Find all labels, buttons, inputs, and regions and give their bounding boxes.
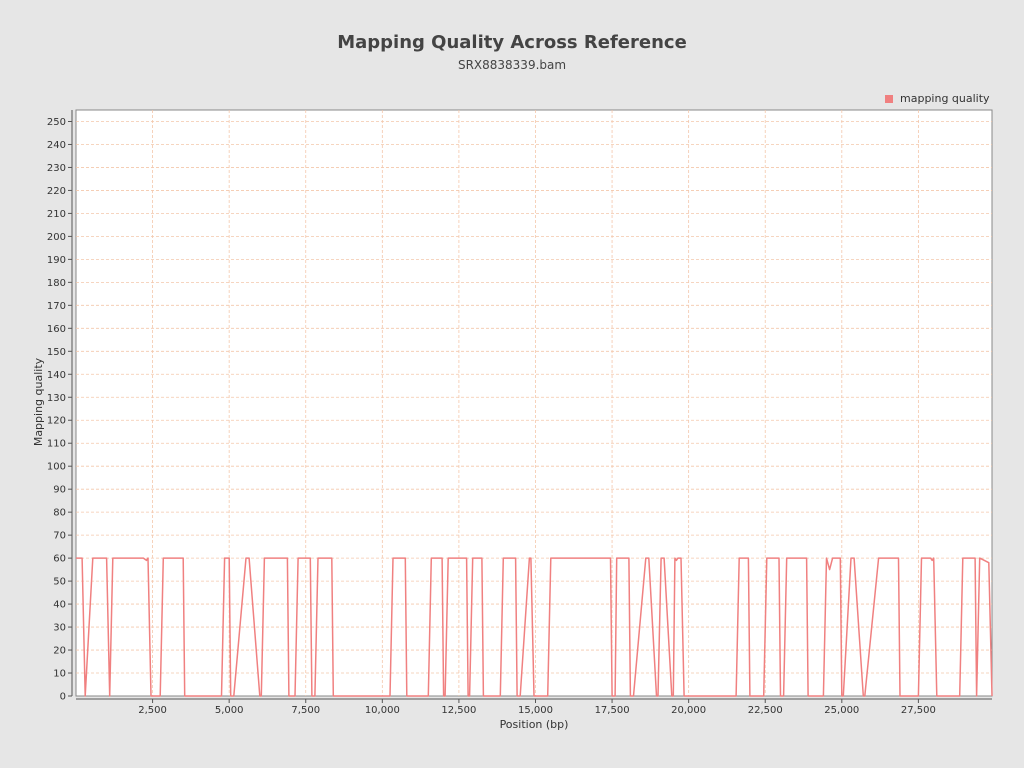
y-tick-label: 230 (47, 163, 66, 174)
series-layer (76, 557, 993, 697)
mapping-quality-series-line (76, 557, 993, 697)
legend-swatch (885, 95, 893, 103)
y-tick-label: 220 (47, 186, 66, 197)
y-tick-label: 250 (47, 117, 66, 128)
y-tick-label: 170 (47, 301, 66, 312)
y-tick-label: 140 (47, 370, 66, 381)
y-tick-label: 60 (53, 554, 66, 565)
x-tick-label: 5,000 (215, 705, 244, 716)
y-tick-label: 180 (47, 278, 66, 289)
y-tick-label: 190 (47, 255, 66, 266)
y-tick-label: 160 (47, 324, 66, 335)
y-tick-label: 120 (47, 416, 66, 427)
plot-area (75, 109, 993, 697)
x-tick-label: 12,500 (441, 705, 476, 716)
x-tick-label: 25,000 (824, 705, 859, 716)
x-tick-label: 15,000 (518, 705, 553, 716)
y-tick-label: 70 (53, 531, 66, 542)
legend-label: mapping quality (900, 92, 990, 105)
grid-lines (76, 110, 992, 696)
x-tick-label: 27,500 (901, 705, 936, 716)
x-tick-label: 20,000 (671, 705, 706, 716)
x-axis-ticks: 2,500 5,000 7,500 10,000 12,500 15,000 17,500 2… (138, 699, 936, 716)
x-tick-label: 22,500 (748, 705, 783, 716)
chart-title: Mapping Quality Across Reference (337, 32, 687, 53)
y-tick-label: 150 (47, 347, 66, 358)
legend: mapping quality (885, 92, 990, 105)
x-tick-label: 10,000 (365, 705, 400, 716)
y-tick-label: 0 (60, 692, 66, 703)
x-tick-label: 2,500 (138, 705, 167, 716)
x-axis-label: Position (bp) (500, 718, 569, 731)
y-tick-label: 50 (53, 577, 66, 588)
y-tick-label: 200 (47, 232, 66, 243)
y-tick-label: 30 (53, 623, 66, 634)
y-tick-label: 90 (53, 485, 66, 496)
y-tick-label: 20 (53, 646, 66, 657)
y-tick-label: 80 (53, 508, 66, 519)
y-tick-label: 240 (47, 140, 66, 151)
y-axis-ticks: 0 10 20 30 40 50 60 70 80 90 100 110 120 130 140 150 160… (47, 117, 72, 703)
y-tick-label: 100 (47, 462, 66, 473)
y-tick-label: 210 (47, 209, 66, 220)
chart-subtitle: SRX8838339.bam (458, 58, 566, 72)
x-tick-label: 17,500 (595, 705, 630, 716)
y-tick-label: 40 (53, 600, 66, 611)
y-tick-label: 130 (47, 393, 66, 404)
y-tick-label: 10 (53, 669, 66, 680)
y-axis-label: Mapping quality (32, 357, 45, 446)
x-tick-label: 7,500 (291, 705, 320, 716)
y-tick-label: 110 (47, 439, 66, 450)
